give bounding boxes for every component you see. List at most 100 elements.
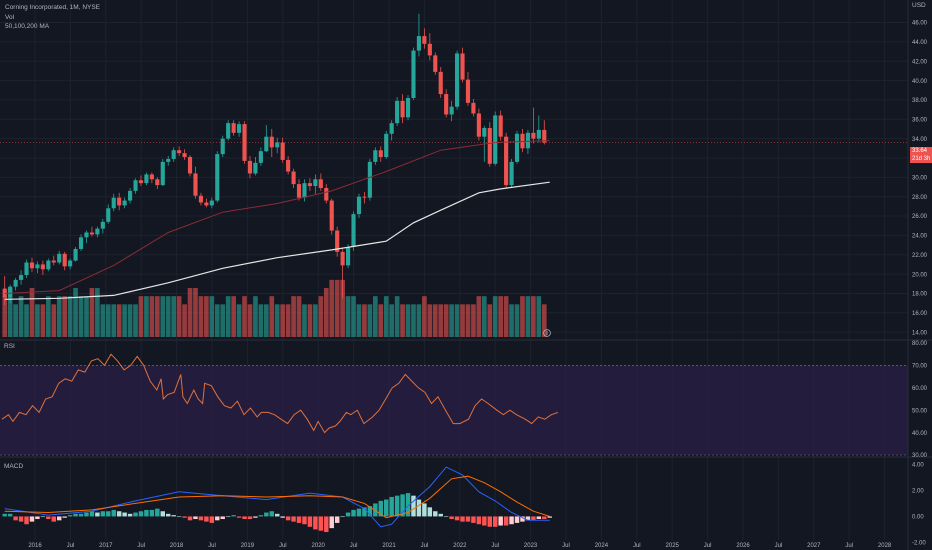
price-tick-label: 42.00	[912, 59, 928, 65]
volume-bar	[449, 304, 454, 337]
candle	[520, 128, 525, 153]
candle	[106, 204, 111, 224]
rsi-pane-label[interactable]: RSI	[4, 343, 15, 350]
candle-body	[531, 132, 536, 139]
candle-body	[144, 174, 149, 184]
macd-histogram-bar	[324, 516, 329, 533]
macd-histogram-bar	[176, 516, 182, 518]
price-tick-label: 44.00	[912, 40, 928, 46]
macd-histogram-bar	[144, 509, 149, 517]
candle-body	[455, 53, 460, 107]
macd-histogram-bar	[13, 516, 18, 521]
macd-histogram-bar	[351, 509, 356, 517]
volume-bar	[84, 296, 89, 337]
volume-bar	[198, 296, 204, 337]
candle-body	[324, 187, 329, 201]
candle	[198, 192, 203, 206]
candle	[275, 137, 280, 154]
volume-bar	[482, 296, 487, 337]
time-tick-label: Jul	[67, 543, 75, 549]
volume-bar	[214, 304, 220, 337]
volume-bar	[438, 304, 444, 337]
candle	[160, 158, 165, 187]
macd-histogram-bar	[138, 511, 144, 517]
candle-body	[367, 161, 372, 198]
macd-histogram-bar	[127, 513, 133, 517]
rsi-line	[1, 353, 559, 434]
candle	[100, 218, 105, 234]
macd-histogram-bar	[106, 511, 111, 517]
volume-settings-icon[interactable]	[543, 329, 551, 337]
macd-histogram-bar	[460, 516, 465, 522]
currency-label: USD	[912, 2, 926, 9]
symbol-title[interactable]: Corning Incorporated, 1M, NYSE	[5, 4, 101, 11]
candle	[144, 172, 149, 186]
price-tick-label: 40.00	[912, 431, 928, 437]
price-tick-label: 16.00	[912, 311, 928, 317]
macd-pane-label[interactable]: MACD	[4, 463, 24, 470]
macd-histogram-bar	[46, 516, 51, 520]
macd-histogram-bar	[89, 511, 95, 517]
candle	[498, 110, 503, 141]
macd-histogram-bar	[291, 516, 296, 522]
candle-body	[204, 202, 209, 206]
candle-body	[416, 36, 421, 51]
macd-line	[4, 466, 550, 528]
candle	[400, 94, 405, 124]
volume-bar	[509, 304, 514, 337]
candle-body	[536, 129, 541, 139]
candle	[395, 97, 400, 127]
candle-body	[35, 264, 40, 269]
candle-body	[384, 133, 389, 158]
candle	[35, 261, 40, 274]
volume-bar	[536, 296, 542, 337]
volume-bar	[171, 296, 176, 337]
candle-body	[2, 288, 7, 298]
volume-bar	[503, 296, 509, 337]
volume-bar	[465, 304, 471, 337]
macd-histogram-bar	[433, 511, 438, 517]
volume-bar	[116, 304, 122, 337]
volume-bar	[427, 304, 433, 337]
volume-bar	[389, 304, 394, 337]
volume-label[interactable]: Vol	[5, 14, 15, 21]
macd-histogram-bar	[160, 511, 165, 517]
candle-body	[100, 221, 105, 229]
volume-bar	[383, 296, 389, 337]
candle	[416, 13, 421, 57]
price-candles[interactable]	[2, 13, 547, 306]
ma-label[interactable]: 50,100,200 MA	[5, 23, 50, 30]
macd-histogram-bar	[62, 516, 67, 518]
macd-histogram-bar	[498, 516, 503, 526]
candle	[84, 230, 89, 244]
candle	[122, 197, 127, 209]
candle	[318, 173, 323, 191]
time-tick-label: 2017	[99, 543, 113, 549]
volume-bar	[89, 288, 95, 337]
price-tick-label: 26.00	[912, 214, 928, 220]
candle	[313, 174, 318, 194]
price-tick-label: 0.00	[912, 515, 924, 521]
macd-histogram-bar	[394, 495, 400, 517]
volume-bar	[318, 296, 324, 337]
price-tick-label: 60.00	[912, 386, 928, 392]
macd-histogram-bar	[443, 516, 449, 518]
volume-bar	[236, 304, 242, 337]
candle	[138, 175, 144, 187]
candle	[449, 100, 454, 122]
macd-histogram-bar	[40, 516, 46, 518]
candle-body	[346, 247, 351, 266]
macd-histogram-bar	[7, 513, 13, 517]
volume-bar	[416, 304, 422, 337]
volume-bar	[67, 296, 73, 337]
candle	[95, 226, 100, 238]
candle-body	[514, 133, 520, 162]
macd-histogram-bar	[422, 503, 427, 517]
candle-body	[509, 161, 514, 186]
price-tick-label: 18.00	[912, 292, 928, 298]
candle	[427, 33, 432, 61]
candle	[340, 248, 345, 299]
candle	[73, 247, 78, 262]
volume-bar	[373, 296, 378, 337]
